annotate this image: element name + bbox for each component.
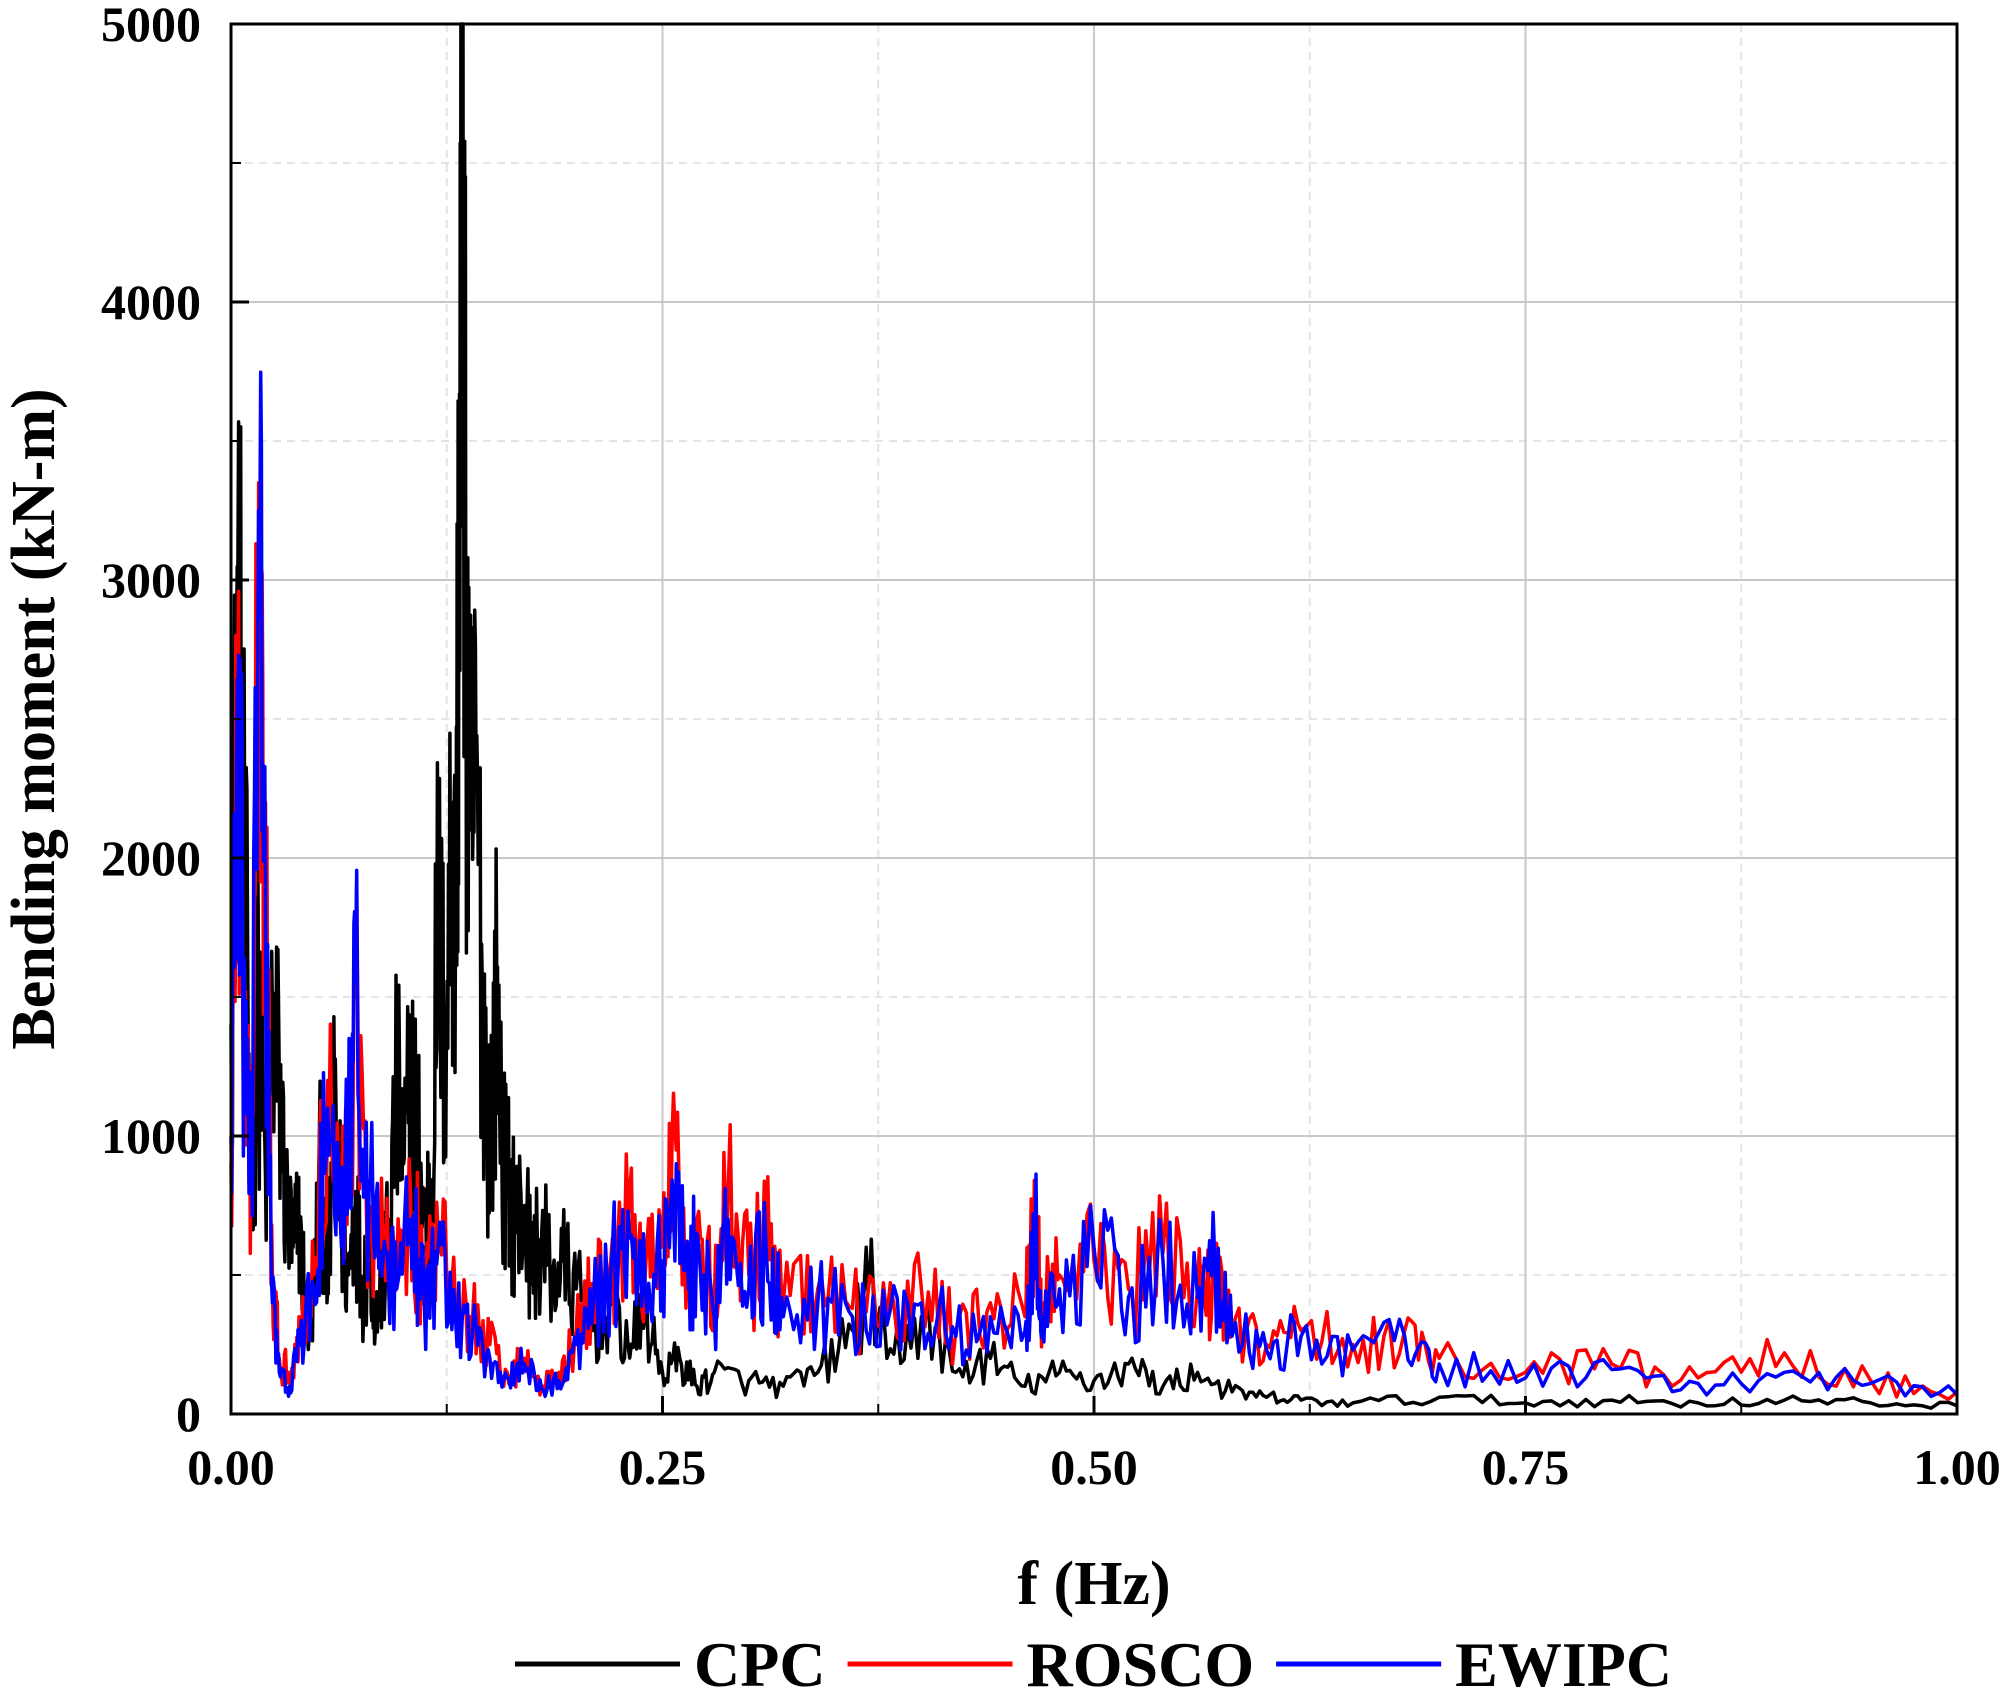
grid-minor xyxy=(231,24,1957,1414)
y-tick-label-0: 0 xyxy=(176,1386,201,1442)
x-tick-label-1: 0.25 xyxy=(619,1439,707,1495)
series-line-ewipc xyxy=(229,370,1959,1399)
legend-label-ewipc: EWIPC xyxy=(1455,1629,1672,1689)
x-tick-label-3: 0.75 xyxy=(1482,1439,1570,1495)
legend-label-rosco: ROSCO xyxy=(1027,1629,1255,1689)
x-tick-label-4: 1.00 xyxy=(1913,1439,2001,1495)
x-tick-labels: 0.00 0.25 0.50 0.75 1.00 xyxy=(187,1439,2001,1495)
grid-major xyxy=(231,24,1957,1414)
y-tick-label-5: 5000 xyxy=(101,0,201,52)
series-layer xyxy=(229,22,1959,1410)
series-line-cpc xyxy=(229,22,1958,1410)
y-tick-label-4: 4000 xyxy=(101,274,201,330)
y-tick-labels: 0 1000 2000 3000 4000 5000 xyxy=(101,0,201,1442)
x-tick-label-2: 0.50 xyxy=(1050,1439,1138,1495)
y-tick-label-3: 3000 xyxy=(101,552,201,608)
x-tick-label-0: 0.00 xyxy=(187,1439,275,1495)
legend: CPC ROSCO EWIPC xyxy=(515,1629,1672,1689)
y-tick-label-2: 2000 xyxy=(101,830,201,886)
y-tick-label-1: 1000 xyxy=(101,1108,201,1164)
x-axis-title: f (Hz) xyxy=(1017,1550,1170,1618)
y-axis-title: Bending moment (kN-m) xyxy=(0,388,68,1049)
ticks-layer xyxy=(229,22,1959,1416)
legend-label-cpc: CPC xyxy=(694,1629,826,1689)
